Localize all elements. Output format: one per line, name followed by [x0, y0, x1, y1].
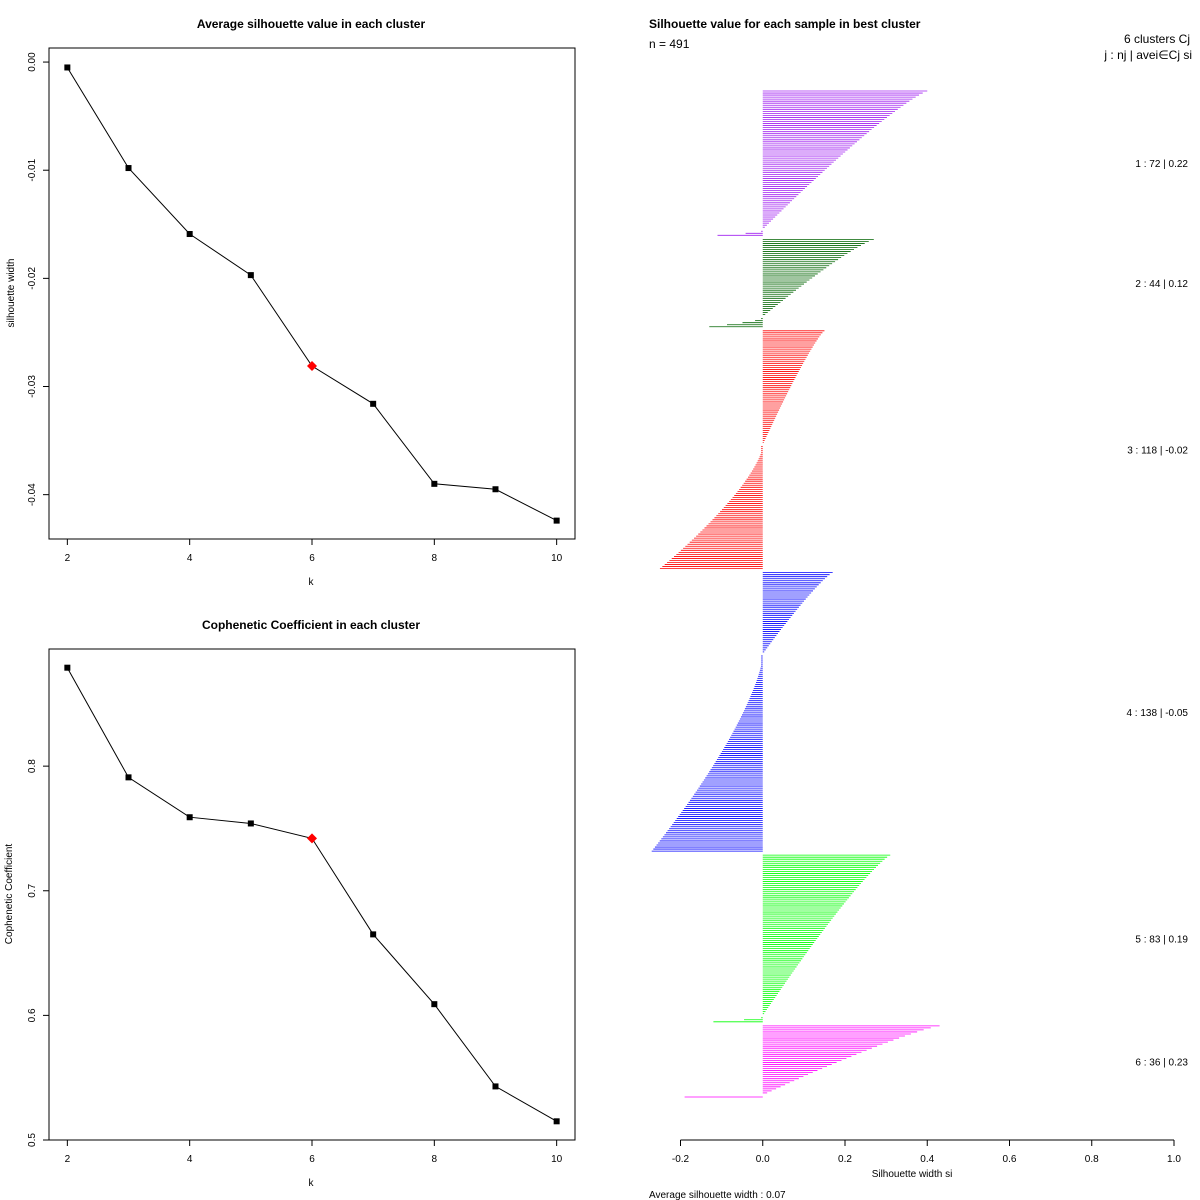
cluster-2-label: 2 : 44 | 0.12	[1135, 279, 1188, 290]
y-tick-label: 0.7	[27, 883, 38, 897]
cluster-3-label: 3 : 118 | -0.02	[1127, 446, 1188, 457]
avg-silhouette-yaxis: 0.00 -0.01 -0.02 -0.03 -0.04	[27, 52, 49, 506]
data-point	[492, 1083, 499, 1090]
x-tick-label: 8	[432, 1154, 438, 1165]
data-point	[64, 664, 71, 671]
cophenetic-title: Cophenetic Coefficient in each cluster	[202, 618, 420, 632]
cophenetic-xlabel: k	[309, 1178, 315, 1189]
cophenetic-series	[64, 664, 560, 1125]
series-line	[66, 667, 557, 1122]
data-point	[125, 165, 132, 172]
data-point	[186, 231, 193, 238]
data-point	[492, 486, 499, 493]
cophenetic-xaxis: 2 4 6 8 10	[65, 1140, 563, 1165]
y-tick-label: -0.02	[27, 267, 38, 290]
avg-silhouette-ylabel: silhouette width	[6, 259, 17, 328]
cluster-3-bars	[659, 330, 825, 570]
x-tick-label: 4	[187, 553, 193, 564]
y-tick-label: 0.6	[27, 1008, 38, 1022]
cophenetic-yaxis: 0.5 0.6 0.7 0.8	[27, 759, 49, 1147]
x-tick-label: 8	[432, 553, 438, 564]
silhouette-x-tick-label: 0.2	[838, 1154, 852, 1165]
silhouette-x-tick-label: 0.8	[1085, 1154, 1099, 1165]
avg-silhouette-plot-frame	[48, 47, 576, 540]
avg-silhouette-xaxis: 2 4 6 8 10	[65, 539, 563, 564]
y-tick-label: 0.8	[27, 759, 38, 773]
avg-silhouette-series	[64, 64, 560, 524]
cluster-5-bars	[713, 854, 891, 1023]
y-tick-label: -0.04	[27, 483, 38, 506]
best-k-point	[307, 833, 317, 844]
data-point	[431, 1001, 438, 1008]
silhouette-xlabel: Silhouette width si	[872, 1169, 953, 1180]
avg-silhouette-panel: Average silhouette value in each cluster…	[6, 17, 576, 588]
y-tick-label: -0.01	[27, 158, 38, 181]
data-point	[125, 774, 132, 781]
series-line	[66, 67, 557, 522]
best-k-point	[307, 360, 317, 371]
silhouette-bars	[651, 90, 940, 1098]
silhouette-x-tick-label: 0.4	[920, 1154, 934, 1165]
data-point	[370, 931, 377, 938]
data-point	[247, 272, 254, 279]
x-tick-label: 6	[309, 1154, 315, 1165]
silhouette-x-tick-label: -0.2	[672, 1154, 690, 1165]
x-tick-label: 10	[551, 553, 563, 564]
cluster-labels: 1 : 72 | 0.22 2 : 44 | 0.12 3 : 118 | -0.0…	[1126, 159, 1188, 1068]
x-tick-label: 10	[551, 1154, 563, 1165]
cluster-5-label: 5 : 83 | 0.19	[1135, 934, 1188, 945]
silhouette-x-tick-label: 0.0	[756, 1154, 770, 1165]
cluster-2-bars	[709, 238, 874, 328]
cluster-6-bars	[684, 1025, 940, 1098]
clusters-column-header: j : nj | avei∈Cj si	[1103, 48, 1192, 62]
silhouette-title: Silhouette value for each sample in best…	[649, 17, 921, 31]
average-silhouette-footer: Average silhouette width : 0.07	[649, 1190, 786, 1200]
data-point	[247, 820, 254, 827]
silhouette-x-tick-label: 1.0	[1167, 1154, 1181, 1165]
sample-count-label: n = 491	[649, 37, 690, 51]
cophenetic-plot-frame	[48, 648, 576, 1141]
data-point	[553, 517, 560, 524]
x-tick-label: 4	[187, 1154, 193, 1165]
data-point	[64, 64, 71, 71]
cluster-4-bars	[651, 572, 833, 852]
cluster-4-label: 4 : 138 | -0.05	[1126, 708, 1188, 719]
cophenetic-ylabel: Cophenetic Coefficient	[4, 844, 15, 945]
avg-silhouette-xlabel: k	[309, 577, 315, 588]
data-point	[431, 480, 438, 487]
x-tick-label: 2	[65, 553, 71, 564]
y-tick-label: 0.00	[27, 52, 38, 72]
cluster-6-label: 6 : 36 | 0.23	[1135, 1057, 1188, 1068]
silhouette-panel: Silhouette value for each sample in best…	[649, 17, 1192, 1200]
data-point	[370, 400, 377, 407]
cophenetic-panel: Cophenetic Coefficient in each cluster k…	[4, 618, 576, 1189]
x-tick-label: 6	[309, 553, 315, 564]
data-point	[553, 1118, 560, 1125]
silhouette-xaxis: -0.2 0.0 0.2 0.4 0.6 0.8 1.0	[672, 1139, 1181, 1165]
x-tick-label: 2	[65, 1154, 71, 1165]
data-point	[186, 814, 193, 821]
y-tick-label: -0.03	[27, 375, 38, 398]
cluster-1-bars	[717, 90, 928, 236]
avg-silhouette-title: Average silhouette value in each cluster	[197, 17, 426, 31]
clusters-header: 6 clusters Cj	[1124, 32, 1190, 46]
cluster-1-label: 1 : 72 | 0.22	[1135, 159, 1188, 170]
silhouette-x-tick-label: 0.6	[1003, 1154, 1017, 1165]
y-tick-label: 0.5	[27, 1133, 38, 1147]
